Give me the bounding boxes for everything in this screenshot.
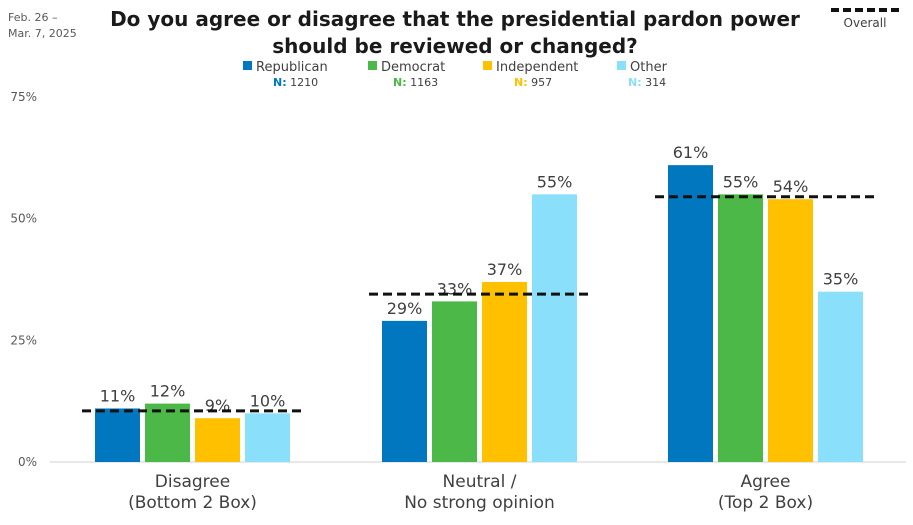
n-label: N: xyxy=(514,76,528,89)
data-label: 11% xyxy=(100,386,136,405)
n-value: 1163 xyxy=(410,76,439,89)
n-value: 1210 xyxy=(290,76,319,89)
overall-dash-icon xyxy=(831,8,899,12)
legend-label: Republican xyxy=(256,60,328,75)
overall-legend: Overall xyxy=(830,8,900,30)
legend-item-democrat: Democrat xyxy=(368,61,445,75)
legend-n-other: N: 314 xyxy=(628,77,666,89)
legend: Republican N: 1210 Democrat N: 1163 Inde… xyxy=(0,61,913,93)
legend-item-other: Other xyxy=(617,61,667,75)
bar xyxy=(768,199,813,462)
bar xyxy=(532,194,577,463)
legend-swatch xyxy=(243,61,252,70)
data-label: 35% xyxy=(823,270,859,289)
bar xyxy=(245,413,290,462)
legend-label: Democrat xyxy=(381,60,446,75)
legend-n-democrat: N: 1163 xyxy=(393,77,438,89)
chart-title: Do you agree or disagree that the presid… xyxy=(110,7,800,58)
bar xyxy=(718,194,763,463)
overall-label: Overall xyxy=(843,16,887,30)
legend-label: Independent xyxy=(496,60,579,75)
category-label: Agree xyxy=(741,472,791,492)
date-range: Feb. 26 – Mar. 7, 2025 xyxy=(8,11,77,40)
legend-swatch xyxy=(617,61,626,70)
y-tick-label: 25% xyxy=(10,333,37,347)
category-label: Neutral / xyxy=(443,472,517,492)
n-label: N: xyxy=(273,76,287,89)
legend-swatch xyxy=(368,61,377,70)
y-tick-label: 75% xyxy=(10,90,37,104)
data-label: 12% xyxy=(150,382,186,401)
data-label: 10% xyxy=(250,391,286,410)
data-label: 29% xyxy=(387,299,423,318)
legend-n-independent: N: 957 xyxy=(514,77,552,89)
bar xyxy=(95,408,140,462)
category-label: Disagree xyxy=(155,472,230,492)
data-label: 61% xyxy=(673,143,709,162)
bar xyxy=(482,281,527,462)
bar xyxy=(668,165,713,462)
legend-n-republican: N: 1210 xyxy=(273,77,318,89)
bar xyxy=(382,320,427,462)
legend-swatch xyxy=(483,61,492,70)
data-label: 55% xyxy=(723,172,759,191)
category-label: (Top 2 Box) xyxy=(718,493,813,513)
n-value: 314 xyxy=(645,76,667,89)
bar xyxy=(195,418,240,462)
n-label: N: xyxy=(393,76,407,89)
legend-label: Other xyxy=(630,60,667,75)
data-label: 37% xyxy=(487,260,523,279)
data-label: 55% xyxy=(537,172,573,191)
bar xyxy=(432,301,477,462)
bar xyxy=(145,403,190,462)
bar xyxy=(818,291,863,462)
data-label: 54% xyxy=(773,177,809,196)
category-label: (Bottom 2 Box) xyxy=(128,493,257,513)
y-tick-label: 50% xyxy=(10,212,37,226)
n-value: 957 xyxy=(531,76,553,89)
category-label: No strong opinion xyxy=(404,493,555,513)
legend-item-independent: Independent xyxy=(483,61,578,75)
n-label: N: xyxy=(628,76,642,89)
y-tick-label: 0% xyxy=(18,455,37,469)
legend-item-republican: Republican xyxy=(243,61,328,75)
